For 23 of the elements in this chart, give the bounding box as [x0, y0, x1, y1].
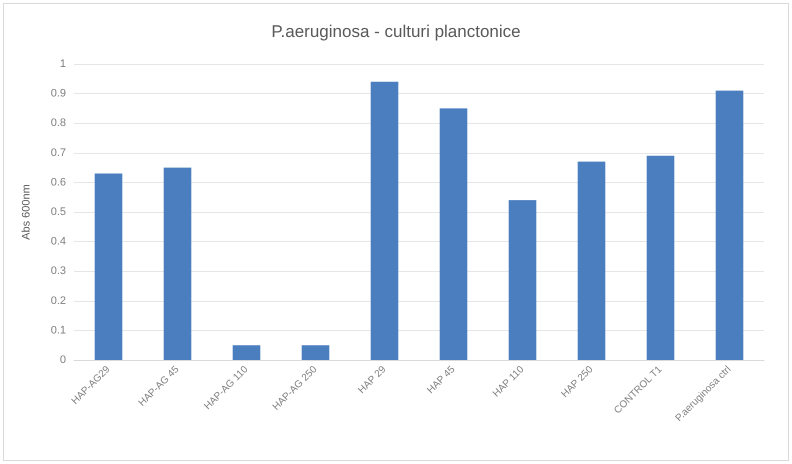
y-tick-label: 0.8	[50, 117, 66, 130]
bar	[440, 108, 468, 360]
bar	[646, 156, 674, 360]
bar	[716, 90, 744, 360]
y-tick-label: 1	[60, 58, 66, 70]
y-tick-label: 0.9	[50, 88, 66, 100]
chart-title: P.aeruginosa - culturi planctonice	[271, 22, 521, 41]
y-axis-title: Abs 600nm	[20, 184, 32, 240]
bar	[232, 345, 260, 360]
y-tick-label: 0.1	[50, 324, 66, 336]
y-tick-label: 0.6	[50, 176, 66, 188]
bar	[302, 345, 330, 360]
bar	[164, 168, 192, 360]
y-tick-label: 0.3	[50, 265, 66, 278]
bar	[94, 174, 122, 360]
y-tick-label: 0.4	[50, 236, 66, 248]
bar	[578, 162, 606, 360]
y-tick-label: 0.2	[50, 294, 66, 307]
bar	[370, 82, 398, 360]
y-tick-label: 0.5	[50, 206, 66, 218]
bar	[508, 200, 536, 360]
y-tick-label: 0.7	[50, 146, 66, 159]
y-tick-label: 0	[60, 354, 66, 366]
